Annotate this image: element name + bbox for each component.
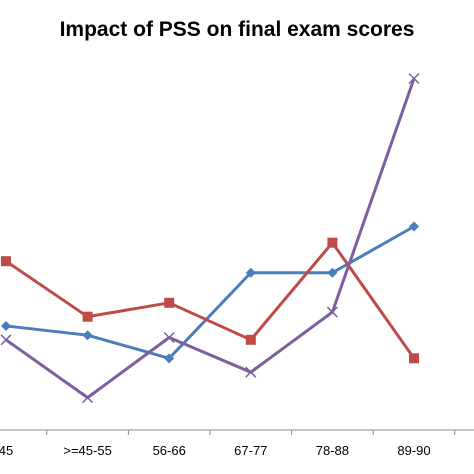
series-diamond (1, 221, 419, 364)
series-layer (0, 72, 420, 404)
x-tick-label: 78-88 (316, 443, 349, 458)
chart-title: Impact of PSS on final exam scores (59, 18, 415, 41)
data-point (82, 392, 94, 404)
x-tick-label: >=45-55 (63, 443, 111, 458)
data-point (245, 267, 256, 278)
data-point (408, 72, 420, 85)
x-tick-labels: 45 >=45-55 56-66 67-77 78-88 89-90 (0, 443, 431, 458)
data-point (327, 267, 338, 278)
data-point (0, 334, 12, 346)
x-tick-label: 45 (0, 443, 13, 458)
x-tick-label: 67-77 (234, 443, 267, 458)
series-line (5, 225, 415, 360)
x-tick-label: 56-66 (153, 443, 186, 458)
data-point (245, 334, 256, 345)
data-point (409, 353, 419, 364)
x-tick-label: 89-90 (397, 443, 430, 458)
data-point (409, 221, 419, 232)
series-line (5, 78, 416, 400)
data-point (1, 256, 11, 267)
data-point (245, 366, 257, 378)
data-point (1, 320, 11, 331)
series-square (1, 237, 419, 364)
series-line (5, 241, 416, 360)
data-point (326, 306, 338, 318)
axis-layer (0, 429, 474, 435)
data-point (82, 311, 93, 322)
data-point (163, 331, 175, 344)
data-point (164, 353, 175, 364)
data-point (82, 330, 93, 341)
data-point (164, 297, 175, 308)
data-point (327, 237, 338, 248)
series-x (0, 72, 420, 404)
